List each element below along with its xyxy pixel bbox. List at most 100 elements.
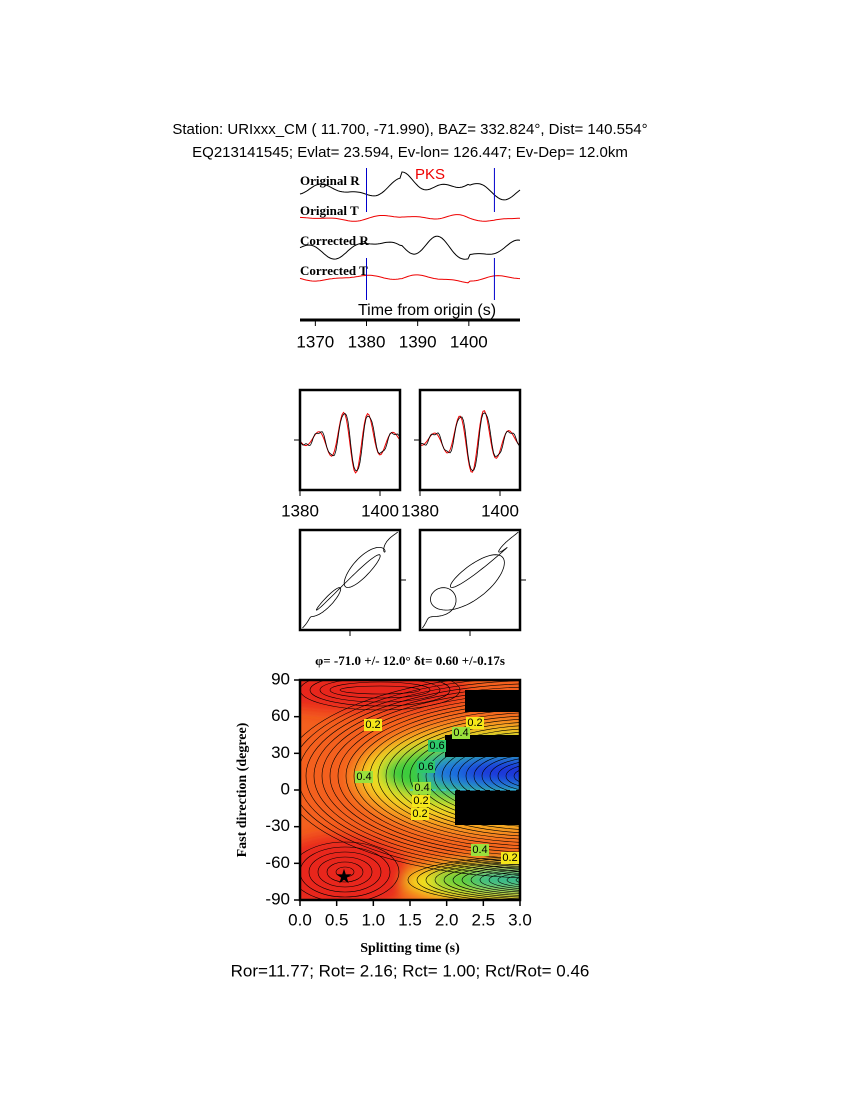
y-tick-label: -30	[265, 816, 290, 835]
x-tick-label: 1.5	[398, 910, 422, 929]
trace-label: Original R	[300, 173, 360, 188]
contour-line	[457, 745, 520, 807]
x-tick-label: 1390	[399, 332, 437, 351]
particle-motion	[422, 531, 519, 629]
contour-line	[488, 871, 520, 889]
contour-label-box	[411, 808, 429, 820]
contour-line	[489, 758, 520, 794]
y-tick-label: -60	[265, 853, 290, 872]
contour-label: 0.2	[365, 719, 380, 731]
waveform	[299, 412, 400, 472]
contour-line	[443, 862, 520, 898]
trace-label: Original T	[300, 203, 359, 218]
contour-label: 0.4	[414, 782, 429, 794]
waveform	[299, 171, 521, 201]
waveform	[299, 235, 521, 260]
contour-label: 0.4	[472, 844, 487, 856]
y-tick-label: 30	[271, 743, 290, 762]
x-tick-label: 3.0	[508, 910, 532, 929]
contour-line	[313, 686, 520, 866]
contour-line	[409, 725, 520, 827]
contour-line	[321, 690, 520, 862]
contour-line	[515, 877, 520, 883]
contour-line	[317, 856, 373, 888]
x-axis-label: Time from origin (s)	[358, 302, 496, 319]
contour-line	[425, 731, 520, 821]
phase-label: PKS	[415, 166, 445, 183]
contour-line	[300, 680, 461, 711]
contour-line	[479, 869, 520, 891]
x-tick-label: 0.5	[325, 910, 349, 929]
header-line: EQ213141545; Evlat= 23.594, Ev-lon= 126.…	[192, 144, 628, 161]
contour-line	[300, 841, 400, 900]
contour-label-box	[413, 782, 431, 794]
contour-line	[497, 872, 520, 888]
contour-label: 0.4	[453, 727, 468, 739]
x-tick-label: 2.5	[472, 910, 496, 929]
y-axis-label: Fast direction (degree)	[235, 722, 250, 857]
contour-line	[329, 693, 520, 859]
contour-line	[434, 861, 520, 899]
contour-label: 0.2	[413, 795, 428, 807]
contour-line	[385, 715, 520, 837]
contour-line	[308, 851, 382, 893]
contour-line	[319, 680, 441, 703]
contour-line	[417, 728, 520, 824]
contour-line	[377, 712, 520, 840]
contour-label: 0.2	[502, 852, 517, 864]
x-tick-label: 1.0	[362, 910, 386, 929]
footer: Ror=11.77; Rot= 2.16; Rct= 1.00; Rct/Rot…	[231, 961, 590, 980]
x-tick-label: 1380	[401, 501, 439, 520]
contour-line	[497, 761, 520, 791]
contour-line	[345, 699, 520, 853]
contour-line	[416, 857, 520, 900]
contour-line	[449, 741, 520, 811]
contour-label: 0.2	[412, 808, 427, 820]
x-tick-label: 1400	[450, 332, 488, 351]
contour-line	[425, 859, 520, 900]
contour-label-box	[412, 795, 430, 807]
contour-line	[441, 738, 520, 814]
contour-label: 0.6	[429, 740, 444, 752]
contour-label-box	[417, 761, 435, 773]
contour-label-box	[355, 771, 373, 783]
y-tick-label: 90	[271, 669, 290, 688]
x-tick-label: 1370	[296, 332, 334, 351]
contour-line	[305, 683, 520, 869]
x-tick-label: 1400	[361, 501, 399, 520]
x-tick-label: 2.0	[435, 910, 459, 929]
contour-line	[353, 702, 520, 850]
contour-line	[401, 722, 520, 830]
x-tick-label: 1400	[481, 501, 519, 520]
contour-line	[505, 765, 520, 787]
x-tick-label: 1380	[348, 332, 386, 351]
contour-label-box	[364, 719, 382, 731]
x-axis-label: Splitting time (s)	[360, 941, 460, 956]
contour-line	[339, 685, 421, 695]
contour-label-box	[501, 852, 519, 864]
contour-line	[309, 680, 451, 707]
contour-line	[461, 865, 520, 895]
panel-title: φ= -71.0 +/- 12.0° δt= 0.60 +/-0.17s	[315, 653, 505, 668]
contour-line	[481, 755, 520, 797]
contour-line	[393, 719, 520, 833]
contour-label: 0.4	[356, 771, 371, 783]
trace-label: Corrected T	[300, 263, 368, 278]
contour-line	[513, 769, 520, 783]
contour-label: 0.2	[467, 717, 482, 729]
contour-line	[326, 861, 364, 883]
contour-line	[470, 867, 520, 893]
x-tick-label: 1380	[281, 501, 319, 520]
x-tick-label: 0.0	[288, 910, 312, 929]
particle-motion	[302, 531, 399, 629]
y-tick-label: 0	[281, 779, 290, 798]
waveform	[419, 412, 520, 472]
waveform	[299, 274, 521, 284]
contour-line	[407, 856, 520, 900]
contour-line	[506, 874, 520, 886]
contour-line	[329, 681, 431, 699]
contour-line	[452, 864, 520, 896]
contour-line	[473, 751, 520, 801]
y-tick-label: 60	[271, 706, 290, 725]
